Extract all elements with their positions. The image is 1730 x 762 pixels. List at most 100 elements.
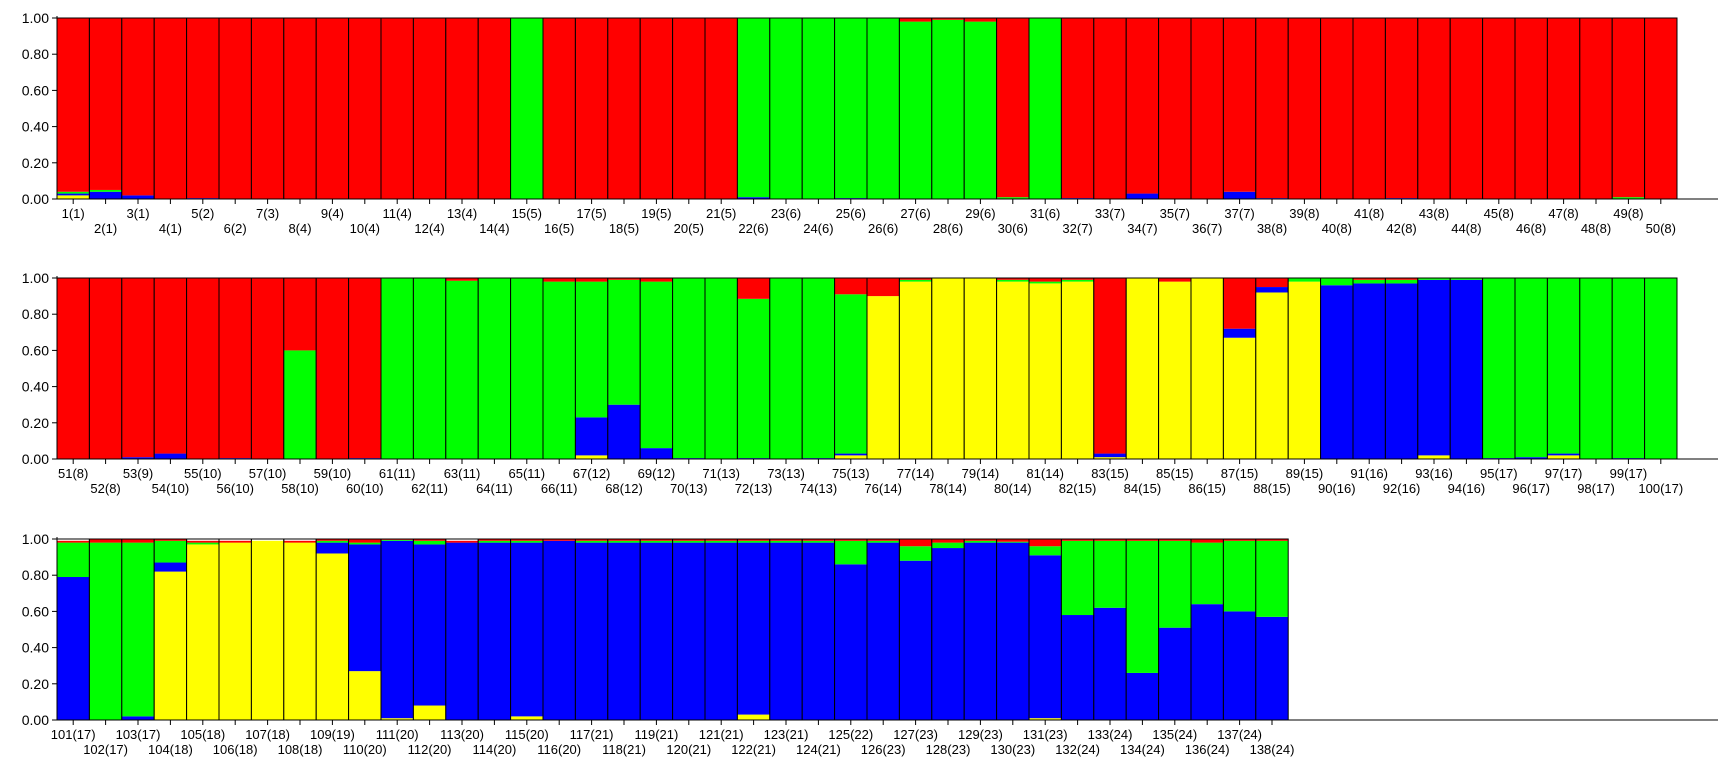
x-tick-label: 85(15)	[1156, 466, 1194, 481]
y-tick-label: 0.40	[22, 640, 49, 656]
bar-segment	[187, 543, 219, 545]
x-tick-label: 37(7)	[1224, 206, 1254, 221]
y-tick-label: 0.20	[22, 676, 49, 692]
x-tick-label: 75(13)	[832, 466, 870, 481]
bar-segment	[899, 546, 931, 560]
x-tick-label: 27(6)	[900, 206, 930, 221]
bar-segment	[608, 280, 640, 405]
bar-segment	[251, 18, 283, 199]
bar-segment	[154, 563, 186, 572]
bar-segment	[1223, 18, 1255, 192]
bar-segment	[122, 716, 154, 720]
bar-segment	[1612, 18, 1644, 197]
bar-segment	[867, 278, 899, 296]
bar-segment	[1353, 280, 1385, 284]
bar-segment	[251, 278, 283, 459]
bar-segment	[413, 544, 445, 705]
bar-segment	[511, 541, 543, 543]
bar-segment	[1061, 282, 1093, 459]
y-tick-label: 0.80	[22, 567, 49, 583]
y-tick-label: 0.60	[22, 342, 49, 358]
x-tick-label: 53(9)	[123, 466, 153, 481]
y-tick-label: 0.00	[22, 451, 49, 467]
bar-segment	[1256, 278, 1288, 287]
bar-segment	[57, 194, 89, 196]
x-tick-label: 93(16)	[1415, 466, 1453, 481]
y-tick-label: 0.80	[22, 46, 49, 62]
x-tick-label: 35(7)	[1160, 206, 1190, 221]
x-tick-label: 8(4)	[288, 221, 311, 236]
x-tick-label: 4(1)	[159, 221, 182, 236]
bar-segment	[1061, 541, 1093, 615]
x-tick-label: 111(20)	[376, 727, 419, 742]
bar-segment	[964, 541, 996, 543]
bar-segment	[413, 706, 445, 720]
bar-segment	[640, 18, 672, 199]
bar-segment	[1029, 555, 1061, 718]
x-tick-label: 55(10)	[184, 466, 222, 481]
x-tick-label: 125(22)	[828, 727, 873, 742]
bar-segment	[1223, 338, 1255, 459]
bar-segment	[1256, 617, 1288, 720]
bar-segment	[1580, 278, 1612, 459]
x-tick-label: 43(8)	[1419, 206, 1449, 221]
bar-segment	[381, 540, 413, 541]
x-tick-label: 32(7)	[1062, 221, 1092, 236]
y-tick-label: 0.00	[22, 191, 49, 207]
x-tick-label: 41(8)	[1354, 206, 1384, 221]
x-tick-label: 63(11)	[444, 466, 481, 481]
bar-segment	[1191, 278, 1223, 459]
x-tick-label: 127(23)	[893, 727, 938, 742]
bar-segment	[673, 18, 705, 199]
y-tick-label: 0.20	[22, 415, 49, 431]
bar-segment	[57, 195, 89, 199]
x-tick-label: 57(10)	[249, 466, 287, 481]
bar-segment	[705, 541, 737, 543]
bar-segment	[89, 190, 121, 192]
x-tick-label: 66(11)	[541, 481, 578, 496]
bar-segment	[1483, 278, 1515, 458]
bar-segment	[543, 282, 575, 459]
bar-segment	[1126, 18, 1158, 194]
x-tick-label: 114(20)	[472, 742, 516, 757]
x-tick-label: 26(6)	[868, 221, 898, 236]
x-tick-label: 64(11)	[476, 481, 513, 496]
bar-segment	[1094, 454, 1126, 458]
bar-segment	[1223, 611, 1255, 720]
bar-segment	[1321, 18, 1353, 199]
bar-segment	[57, 18, 89, 192]
x-tick-label: 28(6)	[933, 221, 963, 236]
bar-segment	[1191, 604, 1223, 720]
x-tick-label: 25(6)	[836, 206, 866, 221]
x-tick-label: 130(23)	[990, 742, 1035, 757]
x-tick-label: 101(17)	[51, 727, 96, 742]
x-tick-label: 122(21)	[731, 742, 776, 757]
bar-segment	[1547, 278, 1579, 454]
bar-segment	[899, 280, 931, 282]
x-tick-label: 90(16)	[1318, 481, 1356, 496]
bar-segment	[835, 18, 867, 198]
bar-segment	[1450, 280, 1482, 459]
x-tick-label: 5(2)	[191, 206, 214, 221]
bar-segment	[89, 18, 121, 190]
bar-segment	[673, 541, 705, 543]
bar-segment	[1580, 18, 1612, 199]
bar-segment	[57, 192, 89, 194]
x-tick-label: 104(18)	[148, 742, 193, 757]
x-tick-label: 118(21)	[602, 742, 646, 757]
x-tick-label: 95(17)	[1480, 466, 1518, 481]
bar-segment	[1191, 18, 1223, 199]
x-tick-label: 40(8)	[1322, 221, 1352, 236]
bar-segment	[154, 454, 186, 459]
x-tick-label: 67(12)	[573, 466, 611, 481]
bar-segment	[478, 18, 510, 199]
bar-segment	[1029, 18, 1061, 199]
x-tick-label: 100(17)	[1638, 481, 1683, 496]
y-tick-label: 0.60	[22, 82, 49, 98]
bar-segment	[608, 541, 640, 543]
x-tick-label: 36(7)	[1192, 221, 1222, 236]
bar-segment	[705, 18, 737, 199]
bar-segment	[1450, 18, 1482, 199]
x-tick-label: 94(16)	[1448, 481, 1486, 496]
bar-segment	[1483, 18, 1515, 199]
